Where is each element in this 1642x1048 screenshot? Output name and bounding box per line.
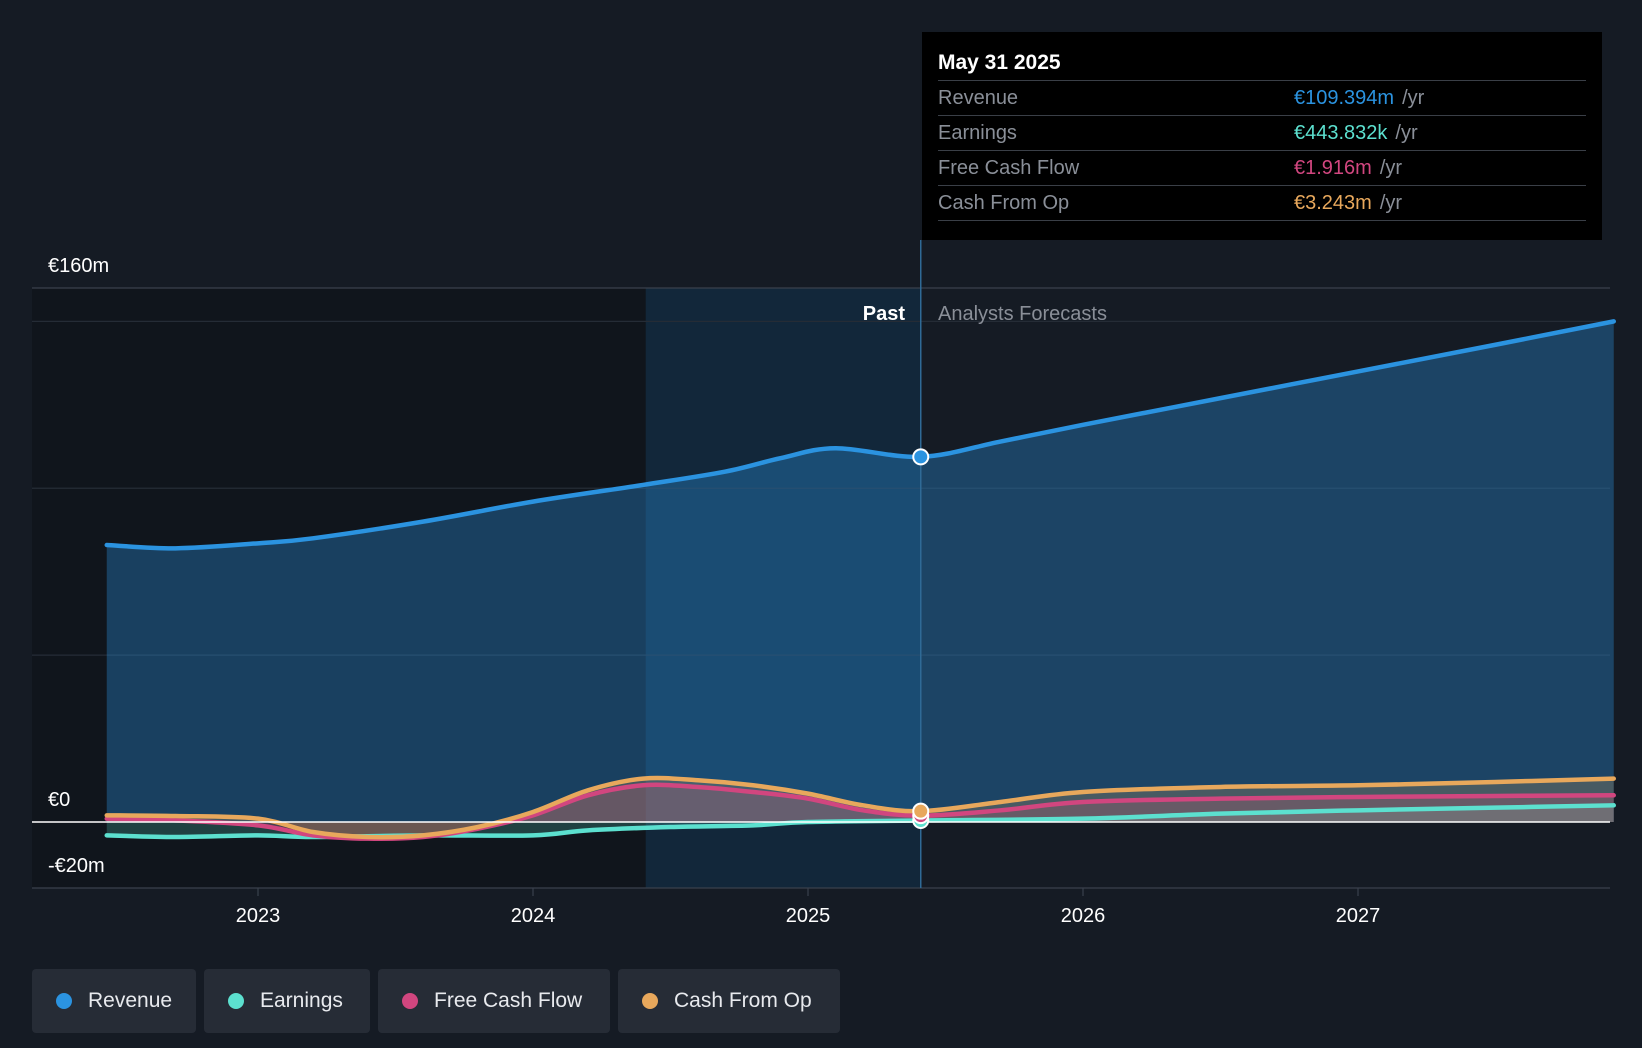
legend-item-cash-from-op[interactable]: Cash From Op <box>618 969 840 1033</box>
legend-label: Free Cash Flow <box>434 989 583 1012</box>
tooltip-value: €1.916m <box>1294 156 1372 179</box>
revenue-area <box>106 321 1614 822</box>
revenue-line <box>104 319 1616 551</box>
forecast-label: Analysts Forecasts <box>938 303 1107 325</box>
legend-label: Cash From Op <box>674 989 812 1012</box>
tooltip-date: May 31 2025 <box>938 51 1061 74</box>
tooltip-unit: /yr <box>1379 191 1403 214</box>
x-tick-label: 2025 <box>786 905 831 927</box>
cash-from-op-dot-icon <box>642 993 658 1009</box>
tooltip: May 31 2025 Revenue €109.394m /yr Earnin… <box>922 32 1602 240</box>
tooltip-label: Cash From Op <box>938 191 1070 214</box>
earnings-dot-icon <box>228 993 244 1009</box>
revenue-dot-icon <box>56 993 72 1009</box>
x-tick-label: 2023 <box>236 905 281 927</box>
tooltip-row-free-cash-flow: Free Cash Flow €1.916m /yr <box>938 150 1586 185</box>
tooltip-row-cash-from-op: Cash From Op €3.243m /yr <box>938 185 1586 221</box>
earnings-line <box>104 803 1616 840</box>
y-label-zero: €0 <box>48 789 70 811</box>
x-tick-label: 2026 <box>1061 905 1106 927</box>
legend-item-earnings[interactable]: Earnings <box>204 969 370 1033</box>
cash-from-op-line <box>104 775 1616 840</box>
tooltip-value: €3.243m <box>1294 191 1372 214</box>
tooltip-unit: /yr <box>1395 121 1418 144</box>
tooltip-row-revenue: Revenue €109.394m /yr <box>938 80 1586 115</box>
tooltip-value: €109.394m <box>1294 86 1395 109</box>
tooltip-label: Free Cash Flow <box>938 156 1080 179</box>
series-lines <box>104 319 1616 842</box>
x-tick-label: 2027 <box>1336 905 1381 927</box>
tooltip-value: €443.832k <box>1294 121 1388 144</box>
tooltip-unit: /yr <box>1402 86 1425 109</box>
legend-label: Earnings <box>260 989 343 1012</box>
free-cash-flow-line <box>104 782 1616 842</box>
x-tick-label: 2024 <box>511 905 556 927</box>
tooltip-unit: /yr <box>1379 156 1403 179</box>
x-axis: 2023 2024 2025 2026 2027 <box>236 888 1381 927</box>
legend-label: Revenue <box>88 989 173 1012</box>
legend-item-free-cash-flow[interactable]: Free Cash Flow <box>378 969 610 1033</box>
legend-item-revenue[interactable]: Revenue <box>32 969 196 1033</box>
revenue-marker <box>912 448 930 466</box>
tooltip-label: Earnings <box>938 121 1017 144</box>
y-label-top: €160m <box>48 255 109 277</box>
gridlines <box>32 287 1610 889</box>
hover-markers <box>912 448 930 830</box>
past-label: Past <box>863 303 906 325</box>
cash-from-op-marker <box>912 802 930 820</box>
tooltip-label: Revenue <box>938 86 1019 109</box>
tooltip-row-earnings: Earnings €443.832k /yr <box>938 115 1586 150</box>
y-label-bottom: -€20m <box>48 855 105 877</box>
free-cash-flow-dot-icon <box>402 993 418 1009</box>
